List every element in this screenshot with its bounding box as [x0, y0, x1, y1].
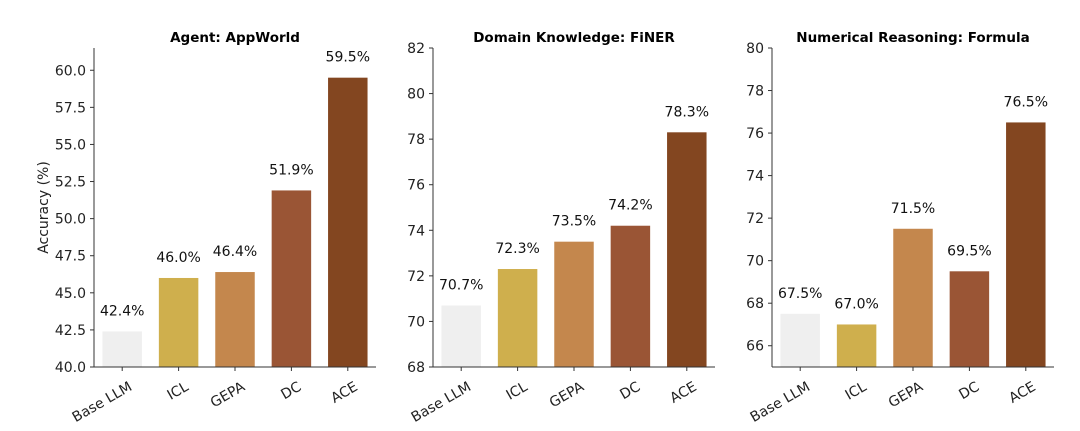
- x-tick-label-ace: ACE: [1006, 379, 1038, 407]
- bar-icl: [158, 277, 199, 367]
- data-label-icl: 67.0%: [834, 296, 878, 312]
- x-tick-label-ace: ACE: [667, 379, 699, 407]
- y-tick-label: 68: [746, 296, 764, 312]
- y-tick-label: 55.0: [55, 137, 86, 153]
- bar-ace: [1006, 122, 1046, 367]
- y-tick-label: 72: [407, 269, 425, 285]
- bar-base-llm: [441, 305, 481, 367]
- data-label-gepa: 73.5%: [552, 214, 596, 230]
- bar-gepa: [215, 272, 255, 367]
- bar-icl: [836, 324, 877, 367]
- y-tick-label: 57.5: [55, 100, 86, 116]
- x-tick-label-dc: DC: [617, 379, 643, 403]
- bar-ace: [667, 132, 707, 367]
- data-label-base-llm: 67.5%: [778, 286, 822, 302]
- x-tick-label-gepa: GEPA: [208, 379, 248, 411]
- chart-panel-1: Agent: AppWorld Accuracy (%) 42.4% Base LLM…: [36, 30, 376, 426]
- y-tick-label: 78: [746, 84, 764, 100]
- bar-gepa: [554, 241, 594, 367]
- y-tick-label: 74: [407, 223, 425, 239]
- y-tick-label: 40.0: [55, 360, 86, 376]
- y-axis-label: Accuracy (%): [36, 161, 52, 254]
- y-tick-label: 42.5: [55, 323, 86, 339]
- data-label-base-llm: 70.7%: [439, 277, 483, 293]
- bar-gepa: [893, 228, 933, 367]
- bar-dc: [610, 225, 651, 367]
- data-label-icl: 72.3%: [495, 241, 539, 257]
- bar-base-llm: [780, 313, 820, 367]
- data-label-dc: 51.9%: [269, 162, 313, 178]
- chart-title: Agent: AppWorld: [170, 30, 300, 46]
- x-tick-label-ace: ACE: [328, 379, 360, 407]
- y-tick-label: 76: [407, 178, 425, 194]
- y-tick-label: 60.0: [55, 63, 86, 79]
- x-tick-label-base-llm: Base LLM: [409, 379, 474, 426]
- y-tick-label: 66: [746, 339, 764, 355]
- y-tick-label: 72: [746, 211, 764, 227]
- y-tick-label: 45.0: [55, 286, 86, 302]
- y-tick-label: 76: [746, 126, 764, 142]
- data-label-dc: 69.5%: [947, 243, 991, 259]
- y-tick-label: 78: [407, 132, 425, 148]
- data-label-dc: 74.2%: [608, 198, 652, 214]
- chart-panel-2: Domain Knowledge: FiNER 70.7% Base LLM 72.3…: [407, 30, 715, 426]
- bar-ace: [328, 77, 368, 368]
- x-tick-label-icl: ICL: [843, 379, 870, 404]
- y-tick-label: 52.5: [55, 175, 86, 191]
- chart-title: Domain Knowledge: FiNER: [473, 30, 675, 46]
- data-label-icl: 46.0%: [156, 250, 200, 266]
- x-tick-label-icl: ICL: [504, 379, 531, 404]
- bar-base-llm: [102, 331, 142, 367]
- data-label-gepa: 71.5%: [891, 201, 935, 217]
- bar-dc: [271, 190, 312, 367]
- x-tick-label-base-llm: Base LLM: [70, 379, 135, 426]
- bar-icl: [497, 269, 538, 367]
- x-tick-label-gepa: GEPA: [547, 379, 587, 411]
- x-tick-label-base-llm: Base LLM: [748, 379, 813, 426]
- y-tick-label: 70: [746, 254, 764, 270]
- data-label-gepa: 46.4%: [213, 244, 257, 260]
- y-tick-label: 74: [746, 169, 764, 185]
- x-tick-label-icl: ICL: [165, 379, 192, 404]
- data-label-ace: 76.5%: [1004, 94, 1048, 110]
- x-tick-label-gepa: GEPA: [886, 379, 926, 411]
- y-tick-label: 80: [407, 87, 425, 103]
- y-tick-label: 50.0: [55, 212, 86, 228]
- y-tick-label: 70: [407, 314, 425, 330]
- data-label-ace: 78.3%: [665, 104, 709, 120]
- x-tick-label-dc: DC: [278, 379, 304, 403]
- y-tick-label: 47.5: [55, 249, 86, 265]
- data-label-base-llm: 42.4%: [100, 303, 144, 319]
- chart-title: Numerical Reasoning: Formula: [796, 30, 1029, 46]
- data-label-ace: 59.5%: [326, 50, 370, 66]
- x-tick-label-dc: DC: [956, 379, 982, 403]
- chart-panel-3: Numerical Reasoning: Formula 67.5% Base LL…: [746, 30, 1054, 426]
- y-tick-label: 82: [407, 41, 425, 57]
- bar-dc: [949, 271, 990, 367]
- y-tick-label: 68: [407, 360, 425, 376]
- y-tick-label: 80: [746, 41, 764, 57]
